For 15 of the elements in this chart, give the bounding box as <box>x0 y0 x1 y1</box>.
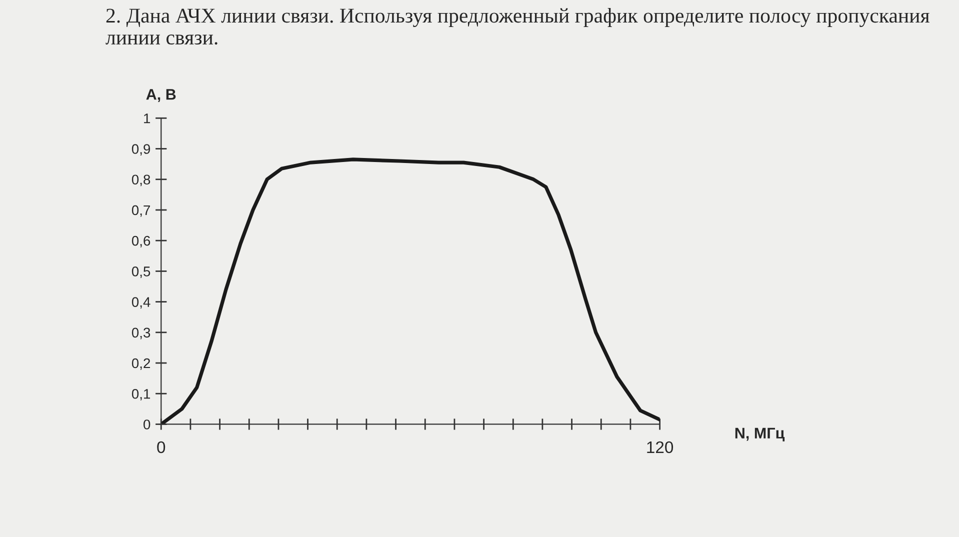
y-tick-label: 0,4 <box>132 297 150 309</box>
x-axis-title: N, МГц <box>735 428 785 442</box>
y-tick-label: 1 <box>144 114 150 124</box>
y-tick-label: 0,1 <box>132 388 150 400</box>
y-tick-label: 0,5 <box>132 266 150 278</box>
y-tick-label: 0,8 <box>132 174 150 186</box>
y-axis-title: А, В <box>146 89 176 102</box>
x-tick-label: 120 <box>647 441 674 454</box>
y-tick-label: 0,3 <box>132 328 150 340</box>
y-tick-label: 0,7 <box>132 205 150 217</box>
y-tick-label: 0,2 <box>132 358 150 370</box>
y-tick-label: 0,6 <box>132 236 150 248</box>
y-tick-label: 0 <box>144 420 150 430</box>
y-tick-label: 0,9 <box>132 144 150 156</box>
chart-title: 2. Дана АЧХ линии связи. Используя предложенный график определите полосу пропускания линии связи. <box>106 8 930 45</box>
